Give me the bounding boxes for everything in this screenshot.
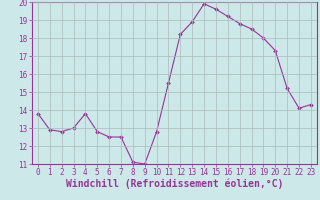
- X-axis label: Windchill (Refroidissement éolien,°C): Windchill (Refroidissement éolien,°C): [66, 179, 283, 189]
